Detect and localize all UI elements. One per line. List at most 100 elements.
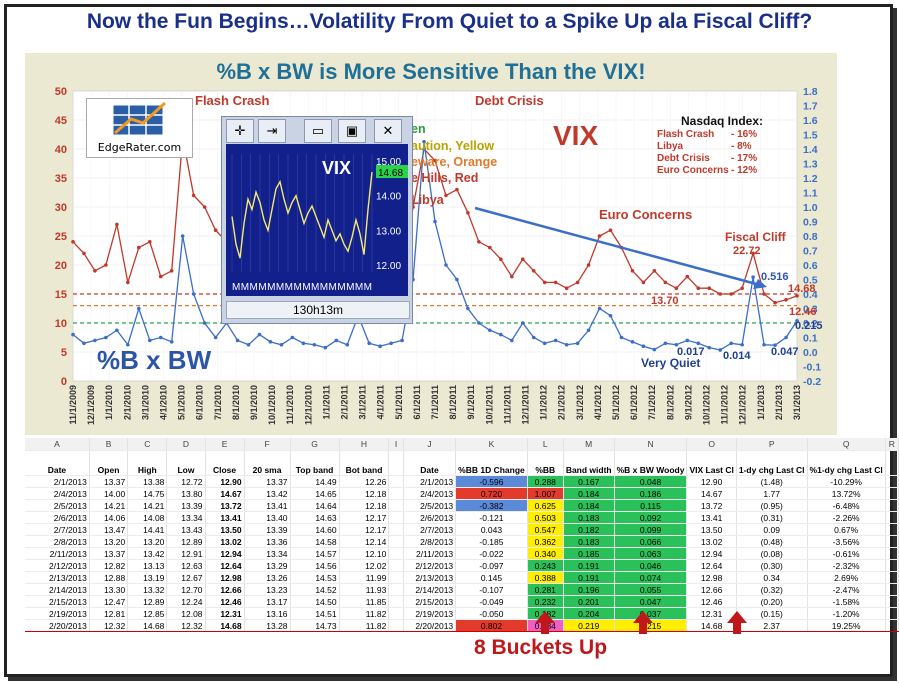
table-cell[interactable]: 12.14 bbox=[339, 535, 390, 548]
table-cell[interactable]: 14.52 bbox=[290, 583, 340, 596]
table-cell[interactable]: 0.625 bbox=[527, 499, 564, 512]
table-cell[interactable]: 12.17 bbox=[339, 511, 390, 524]
table-cell[interactable]: 12.46 bbox=[205, 595, 245, 608]
table-cell[interactable]: 14.58 bbox=[290, 535, 340, 548]
table-cell[interactable]: -3.56% bbox=[807, 535, 886, 548]
table-cell[interactable]: 12.63 bbox=[166, 559, 206, 572]
table-cell[interactable]: 14.63 bbox=[290, 511, 340, 524]
table-cell[interactable]: 14.53 bbox=[290, 571, 340, 584]
table-cell[interactable]: 0.183 bbox=[563, 535, 615, 548]
table-cell[interactable]: 13.26 bbox=[244, 571, 291, 584]
table-cell[interactable]: 14.21 bbox=[127, 499, 168, 512]
table-cell[interactable]: 2/8/2013 bbox=[403, 535, 457, 548]
table-cell[interactable]: 14.67 bbox=[205, 487, 245, 500]
table-cell[interactable]: (0.30) bbox=[736, 559, 808, 572]
column-letter[interactable]: P bbox=[736, 438, 808, 451]
table-cell[interactable]: 13.72 bbox=[205, 499, 245, 512]
table-cell[interactable]: 14.68 bbox=[205, 619, 245, 632]
table-cell[interactable]: -0.107 bbox=[455, 583, 528, 596]
table-cell[interactable]: 2/8/2013 bbox=[25, 535, 90, 548]
table-cell[interactable]: 12.02 bbox=[339, 559, 390, 572]
column-letter[interactable]: O bbox=[686, 438, 737, 451]
table-cell[interactable]: 0.388 bbox=[527, 571, 564, 584]
table-cell[interactable]: 13.23 bbox=[244, 583, 291, 596]
column-letter[interactable]: H bbox=[339, 438, 390, 451]
table-cell[interactable]: 14.60 bbox=[290, 523, 340, 536]
table-cell[interactable]: 13.40 bbox=[244, 511, 291, 524]
table-cell[interactable]: 0.185 bbox=[563, 547, 615, 560]
maximize-button[interactable]: ▣ bbox=[338, 119, 366, 143]
table-cell[interactable]: 14.41 bbox=[127, 523, 168, 536]
table-cell[interactable] bbox=[388, 511, 404, 524]
column-letter[interactable]: A bbox=[25, 438, 90, 451]
table-cell[interactable]: -0.022 bbox=[455, 547, 528, 560]
table-cell[interactable] bbox=[388, 487, 404, 500]
column-letter[interactable]: N bbox=[614, 438, 688, 451]
table-cell[interactable]: 2/14/2013 bbox=[403, 583, 457, 596]
table-cell[interactable]: 13.17 bbox=[244, 595, 291, 608]
table-cell[interactable]: 0.186 bbox=[614, 487, 688, 500]
table-cell[interactable]: 12.98 bbox=[686, 571, 737, 584]
table-cell[interactable]: 13.32 bbox=[127, 583, 168, 596]
table-cell[interactable]: -0.121 bbox=[455, 511, 528, 524]
table-cell[interactable]: 11.82 bbox=[339, 619, 390, 632]
table-cell[interactable]: 0.281 bbox=[527, 583, 564, 596]
table-cell[interactable]: (0.31) bbox=[736, 511, 808, 524]
time-scrollbar[interactable]: 130h13m bbox=[226, 301, 410, 319]
table-cell[interactable]: 12.26 bbox=[339, 475, 390, 488]
table-cell[interactable]: 0.340 bbox=[527, 547, 564, 560]
table-cell[interactable]: 14.21 bbox=[89, 499, 129, 512]
table-cell[interactable]: -0.382 bbox=[455, 499, 528, 512]
table-cell[interactable]: 14.57 bbox=[290, 547, 340, 560]
table-cell[interactable]: 0.201 bbox=[563, 595, 615, 608]
table-cell[interactable]: (0.95) bbox=[736, 499, 808, 512]
table-cell[interactable]: 2/15/2013 bbox=[403, 595, 457, 608]
table-cell[interactable]: 13.19 bbox=[127, 571, 168, 584]
table-cell[interactable]: 14.68 bbox=[127, 619, 168, 632]
column-letter[interactable]: J bbox=[403, 438, 457, 451]
table-cell[interactable]: 13.20 bbox=[127, 535, 168, 548]
table-cell[interactable]: 2/15/2013 bbox=[25, 595, 90, 608]
table-cell[interactable]: 2/13/2013 bbox=[403, 571, 457, 584]
table-cell[interactable]: 12.17 bbox=[339, 523, 390, 536]
table-cell[interactable] bbox=[388, 571, 404, 584]
table-cell[interactable]: 0.219 bbox=[563, 619, 615, 632]
table-cell[interactable]: 0.720 bbox=[455, 487, 528, 500]
table-cell[interactable]: 12.90 bbox=[686, 475, 737, 488]
table-cell[interactable]: 0.046 bbox=[614, 559, 688, 572]
table-cell[interactable]: 1.007 bbox=[527, 487, 564, 500]
table-cell[interactable]: -6.48% bbox=[807, 499, 886, 512]
table-cell[interactable]: 13.41 bbox=[205, 511, 245, 524]
column-letter[interactable]: E bbox=[205, 438, 245, 451]
table-cell[interactable]: 12.66 bbox=[686, 583, 737, 596]
table-cell[interactable]: 13.20 bbox=[89, 535, 129, 548]
table-cell[interactable]: 2/7/2013 bbox=[403, 523, 457, 536]
table-cell[interactable] bbox=[388, 499, 404, 512]
table-cell[interactable] bbox=[388, 475, 404, 488]
table-cell[interactable]: 2.69% bbox=[807, 571, 886, 584]
table-cell[interactable]: -10.29% bbox=[807, 475, 886, 488]
table-cell[interactable]: 2/12/2013 bbox=[25, 559, 90, 572]
table-cell[interactable]: 0.34 bbox=[736, 571, 808, 584]
table-cell[interactable]: 0.802 bbox=[455, 619, 528, 632]
pin-tool-button[interactable]: ⇥ bbox=[258, 119, 286, 143]
table-cell[interactable]: 0.362 bbox=[527, 535, 564, 548]
table-cell[interactable]: 2/5/2013 bbox=[25, 499, 90, 512]
table-cell[interactable]: -0.097 bbox=[455, 559, 528, 572]
minimize-button[interactable]: ▭ bbox=[304, 119, 332, 143]
table-cell[interactable]: 2/1/2013 bbox=[403, 475, 457, 488]
table-cell[interactable]: 12.18 bbox=[339, 487, 390, 500]
table-cell[interactable]: 13.80 bbox=[166, 487, 206, 500]
table-cell[interactable]: 13.37 bbox=[89, 475, 129, 488]
table-cell[interactable]: 0.063 bbox=[614, 547, 688, 560]
table-cell[interactable]: 0.037 bbox=[614, 607, 688, 620]
table-cell[interactable]: 2/7/2013 bbox=[25, 523, 90, 536]
table-cell[interactable]: 13.39 bbox=[166, 499, 206, 512]
table-cell[interactable]: 14.00 bbox=[89, 487, 129, 500]
table-cell[interactable]: 13.34 bbox=[166, 511, 206, 524]
table-cell[interactable]: 2.37 bbox=[736, 619, 808, 632]
table-cell[interactable]: 13.72 bbox=[686, 499, 737, 512]
table-cell[interactable]: 14.08 bbox=[127, 511, 168, 524]
table-cell[interactable]: -1.58% bbox=[807, 595, 886, 608]
table-cell[interactable]: 13.13 bbox=[127, 559, 168, 572]
